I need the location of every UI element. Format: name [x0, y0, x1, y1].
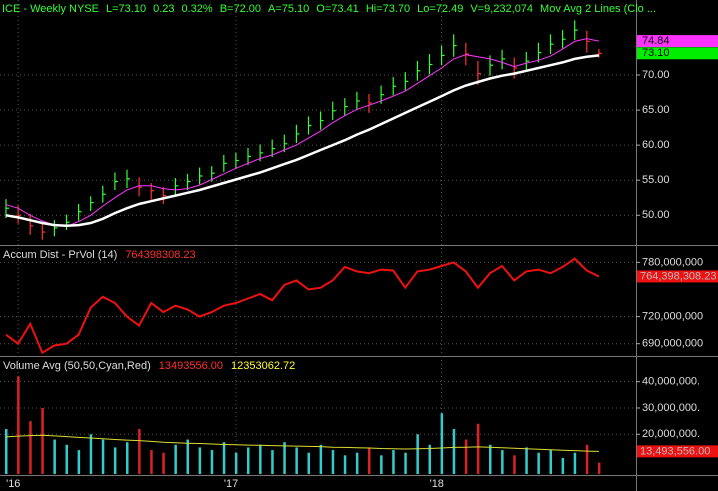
volume-bar: [295, 447, 298, 474]
volume-bar: [138, 429, 141, 474]
accum-dist-line: [5, 257, 600, 355]
y-tick-label: 50.00: [642, 209, 670, 221]
volume-bar: [101, 439, 105, 474]
volume-bar: [89, 434, 93, 474]
quote-field: Hi=73.70: [366, 3, 410, 15]
quote-field: V=9,232,074: [470, 3, 533, 15]
volume-bar: [65, 444, 68, 474]
volume-bar: [464, 439, 468, 474]
volume-bar: [428, 444, 431, 474]
volume-bar: [549, 450, 552, 474]
volume-bar: [476, 423, 480, 474]
volume-bar: [537, 452, 540, 474]
panel-legend-value: 764398308.23: [125, 249, 195, 261]
quote-field: 0.23: [153, 3, 174, 15]
y-tick-label: 780,000,000: [642, 256, 703, 268]
volume-bar: [162, 452, 165, 474]
volume-bar: [113, 447, 117, 474]
volume-bar: [331, 450, 335, 474]
volume-bar: [561, 457, 565, 474]
volume-bar: [283, 442, 286, 474]
y-tick-label: 690,000,000: [642, 338, 703, 350]
volume-bar: [198, 447, 202, 474]
last-value-marker: [637, 445, 718, 458]
volume-bar: [234, 452, 238, 474]
volume-bar: [222, 442, 226, 474]
y-tick-label: 70.00: [642, 69, 670, 81]
volume-bar: [247, 447, 250, 474]
volume-bar: [210, 450, 214, 474]
volume-bar: [573, 452, 577, 474]
volume-bar: [416, 434, 419, 474]
panel-header: Accum Dist - PrVol (14) 764398308.23: [3, 249, 196, 261]
price-marker-label: 74.84: [642, 35, 670, 47]
y-tick-label: 30,000,000.: [642, 402, 700, 414]
volume-bar: [440, 413, 444, 474]
volume-bar: [53, 439, 56, 474]
panel-title: Volume Avg (50,50,Cyan,Red): [3, 360, 151, 372]
volume-bar: [319, 444, 323, 474]
volume-bar: [307, 452, 310, 474]
y-tick-label: 40,000,000.: [642, 376, 700, 388]
volume-bar: [513, 455, 516, 474]
chart-header: ICE - Weekly NYSE L=73.10 0.23 0.32% B=72.00…: [2, 3, 656, 15]
volume-bar: [5, 429, 8, 474]
price-marker: [637, 47, 718, 60]
price-marker: [637, 35, 718, 48]
x-tick-label: '18: [430, 478, 444, 490]
volume-bar: [380, 455, 383, 474]
y-tick-label: 60.00: [642, 139, 670, 151]
volume-bar: [186, 439, 189, 474]
volume-bar: [489, 444, 492, 474]
volume-bar: [41, 407, 44, 474]
y-tick-label: 55.00: [642, 174, 670, 186]
quote-field: O=73.41: [316, 3, 359, 15]
last-value-label: 764,398,308.23: [640, 270, 716, 282]
volume-bar: [126, 442, 129, 474]
volume-bar: [392, 450, 395, 474]
y-tick-label: 720,000,000: [642, 310, 703, 322]
volume-bar: [525, 447, 528, 474]
x-tick-label: '16: [6, 478, 20, 490]
moving-average: [5, 38, 600, 228]
volume-average: [5, 434, 599, 452]
volume-bar: [355, 452, 359, 474]
moving-average: [5, 54, 600, 228]
panel-header: Volume Avg (50,50,Cyan,Red) 13493556.00 12…: [3, 360, 295, 372]
volume-bar: [597, 462, 601, 474]
y-tick-label: 20,000,000.: [642, 428, 700, 440]
volume-bar: [174, 444, 177, 474]
volume-bar: [585, 444, 589, 474]
quote-field: Lo=72.49: [417, 3, 463, 15]
volume-bar: [343, 455, 347, 474]
last-value-marker: [637, 270, 718, 283]
price-marker-label: 73.10: [642, 47, 670, 59]
volume-bar: [501, 450, 504, 474]
volume-bar: [404, 452, 407, 474]
y-tick-label: 65.00: [642, 104, 670, 116]
volume-bar: [368, 447, 371, 474]
volume-bar: [259, 444, 262, 474]
panel-legend-value: 12353062.72: [231, 360, 295, 372]
quote-field: 0.32%: [182, 3, 213, 15]
volume-bar: [77, 450, 81, 474]
volume-bar: [29, 421, 32, 474]
quote-field: A=75.10: [268, 3, 309, 15]
panel-title: Accum Dist - PrVol (14): [3, 249, 117, 261]
last-value-label: 13,493,556.00: [640, 445, 710, 457]
volume-bar: [452, 429, 456, 474]
quote-field: B=72.00: [220, 3, 261, 15]
volume-bar: [17, 376, 20, 474]
volume-bar: [150, 450, 153, 474]
quote-field: Mov Avg 2 Lines (Clo ...: [540, 3, 656, 15]
quote-field: L=73.10: [106, 3, 146, 15]
panel-legend-value: 13493556.00: [159, 360, 223, 372]
x-tick-label: '17: [224, 478, 238, 490]
chart-title: ICE - Weekly NYSE: [2, 3, 99, 15]
volume-bar: [271, 450, 274, 474]
